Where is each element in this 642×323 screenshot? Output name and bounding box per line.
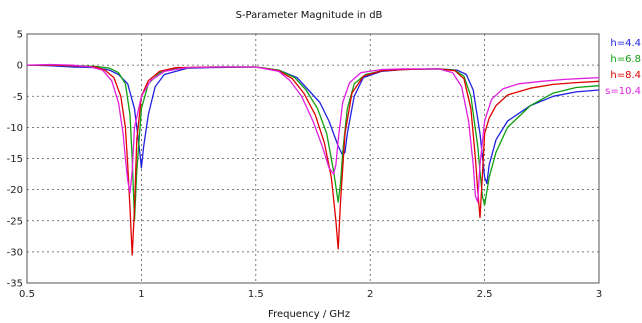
y-tick-label: -15 bbox=[7, 154, 23, 165]
x-tick-label: 3 bbox=[596, 289, 602, 300]
legend-entry: h=4.4 bbox=[610, 38, 641, 49]
series-line-s-10-4 bbox=[26, 63, 600, 203]
y-tick-label: -30 bbox=[7, 247, 23, 258]
legend: h=4.4 h=6.8 h=8.4 s=10.4 bbox=[605, 38, 641, 97]
series-line-h-4-4 bbox=[26, 64, 600, 185]
x-tick-label: 1 bbox=[138, 289, 144, 300]
legend-entry: s=10.4 bbox=[605, 86, 641, 97]
y-tick-label: -20 bbox=[7, 185, 23, 196]
x-tick-label: 2.5 bbox=[477, 289, 493, 300]
x-tick-label: 0.5 bbox=[19, 289, 35, 300]
x-axis-label: Frequency / GHz bbox=[268, 309, 350, 320]
series-line-h-6-8 bbox=[27, 64, 600, 222]
y-tick-label: -25 bbox=[7, 216, 23, 227]
series-lines bbox=[26, 63, 600, 256]
plot-area bbox=[26, 33, 600, 284]
axis-ticks: 5 0 -5 -10 -15 -20 -25 -30 -350.5 1 1.5 2 2.5 3 bbox=[7, 30, 603, 301]
legend-entry: h=8.4 bbox=[610, 70, 641, 81]
legend-entry: h=6.8 bbox=[610, 54, 641, 65]
x-tick-label: 1.5 bbox=[248, 289, 264, 300]
y-tick-label: 0 bbox=[17, 61, 23, 72]
series-line-h-8-4 bbox=[27, 64, 600, 256]
y-tick-label: 5 bbox=[17, 30, 23, 41]
y-tick-label: -5 bbox=[13, 92, 23, 103]
y-tick-label: -35 bbox=[7, 279, 23, 290]
y-tick-label: -10 bbox=[7, 123, 23, 134]
chart-title: S-Parameter Magnitude in dB bbox=[236, 10, 383, 21]
x-tick-label: 2 bbox=[367, 289, 373, 300]
